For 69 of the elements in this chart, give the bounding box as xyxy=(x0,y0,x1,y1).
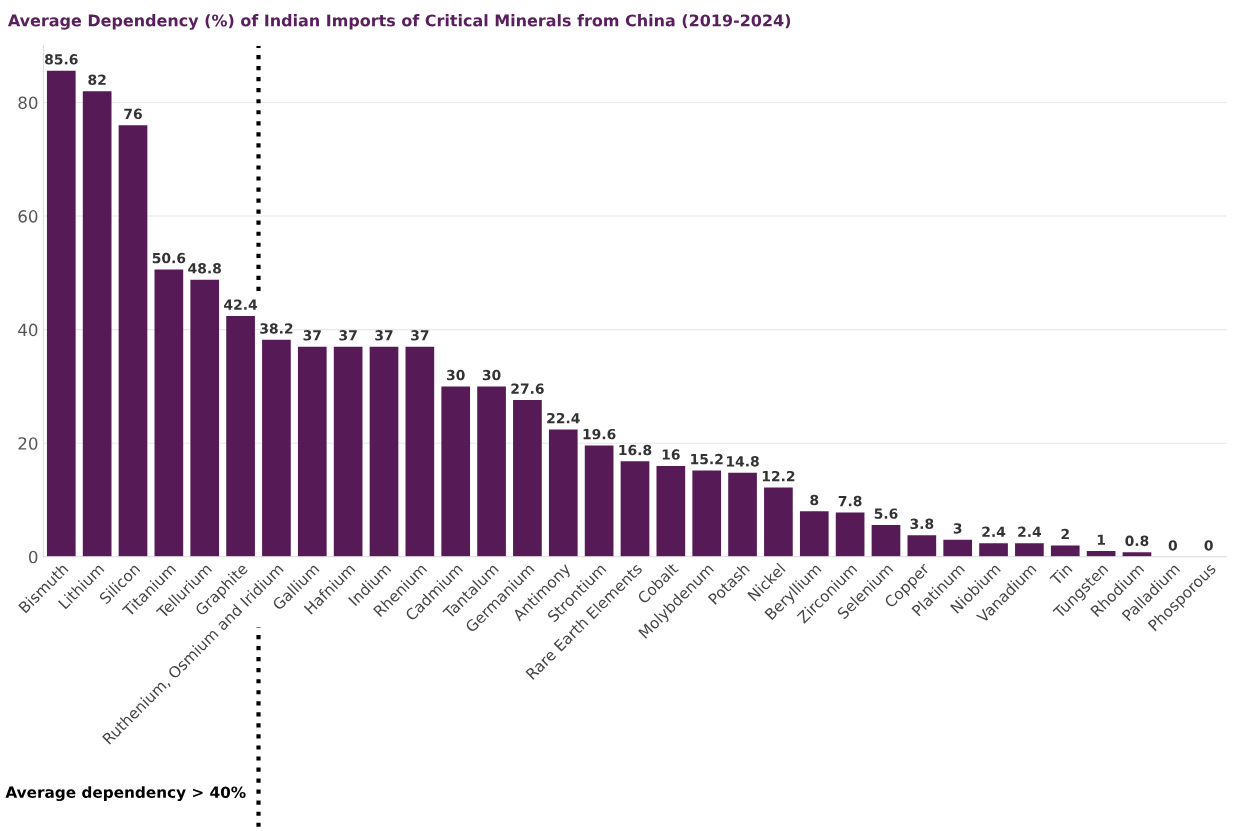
bar xyxy=(835,512,865,557)
bar xyxy=(764,487,793,557)
y-tick-label: 0 xyxy=(29,550,38,564)
bar xyxy=(584,445,614,557)
bar xyxy=(1015,543,1044,557)
data-label: 30 xyxy=(482,369,501,381)
data-label: 19.6 xyxy=(583,428,616,440)
data-label: 2 xyxy=(1061,528,1069,540)
data-label: 0 xyxy=(1168,540,1177,551)
bar xyxy=(477,386,506,557)
data-label: 37 xyxy=(339,330,357,341)
data-label: 85.6 xyxy=(45,54,78,65)
bar xyxy=(369,346,399,557)
bar xyxy=(1050,545,1080,557)
y-tick-label: 80 xyxy=(18,96,38,110)
data-label: 0 xyxy=(1204,540,1213,551)
bar xyxy=(943,539,973,557)
data-label: 2.4 xyxy=(982,526,1006,537)
bar xyxy=(548,429,578,557)
data-label: 15.2 xyxy=(691,453,723,465)
data-label: 30 xyxy=(446,369,465,381)
bar xyxy=(441,386,471,557)
data-label: 16.8 xyxy=(619,444,652,456)
data-label: 8 xyxy=(810,494,819,506)
bar xyxy=(226,316,255,557)
data-label: 14.8 xyxy=(726,456,759,467)
bar xyxy=(46,70,76,557)
y-tick-label: 60 xyxy=(18,210,38,223)
data-label: 3.8 xyxy=(910,518,934,530)
bar xyxy=(979,543,1008,557)
data-label: 2.4 xyxy=(1018,526,1042,537)
bar xyxy=(82,91,112,557)
data-label: 22.4 xyxy=(547,412,580,424)
bar xyxy=(799,511,829,557)
chart-title: Average Dependency (%) of Indian Imports of Critical Minerals from China (2019-2024) xyxy=(7,14,791,30)
bar xyxy=(656,465,686,557)
data-label: 27.6 xyxy=(511,383,544,394)
bar xyxy=(118,125,148,557)
data-label: 48.8 xyxy=(188,263,221,274)
data-label: 37 xyxy=(411,330,429,341)
bar xyxy=(262,339,291,557)
bar xyxy=(513,400,542,557)
bar xyxy=(871,524,901,557)
data-label: 3 xyxy=(953,523,962,534)
bar xyxy=(333,346,363,557)
bar xyxy=(190,279,220,557)
bar xyxy=(692,470,722,557)
bar xyxy=(620,461,650,557)
bar xyxy=(405,346,435,557)
bar xyxy=(297,346,327,557)
data-label: 82 xyxy=(88,74,106,86)
bar xyxy=(907,535,937,557)
data-label: 7.8 xyxy=(838,495,862,507)
data-label: 12.2 xyxy=(762,470,795,482)
y-tick-label: 40 xyxy=(18,323,38,337)
data-label: 42.4 xyxy=(224,299,258,310)
data-label: 5.6 xyxy=(874,508,898,519)
data-label: 76 xyxy=(124,108,142,120)
data-label: 1 xyxy=(1097,534,1105,545)
data-label: 37 xyxy=(303,330,321,341)
bar xyxy=(154,269,184,557)
data-label: 50.6 xyxy=(152,252,186,264)
text: Average dependency > 40% xyxy=(5,786,246,802)
data-label: 0.8 xyxy=(1125,535,1149,547)
bar xyxy=(728,472,757,557)
data-label: 38.2 xyxy=(260,323,293,334)
data-label: 16 xyxy=(662,449,680,460)
y-tick-label: 20 xyxy=(18,437,38,450)
data-label: 37 xyxy=(375,330,393,341)
